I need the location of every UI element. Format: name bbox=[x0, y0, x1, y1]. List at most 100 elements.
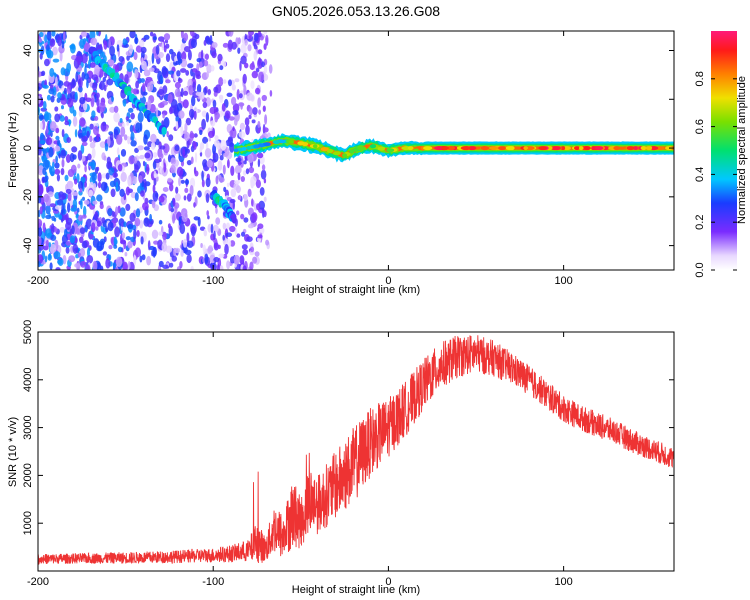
noise-mark bbox=[84, 73, 89, 80]
noise-mark bbox=[254, 251, 260, 257]
noise-mark bbox=[201, 170, 204, 181]
noise-mark bbox=[61, 129, 65, 138]
noise-mark bbox=[202, 257, 205, 263]
signal-hotspot bbox=[288, 139, 294, 144]
noise-mark bbox=[226, 182, 230, 188]
noise-mark bbox=[105, 172, 110, 180]
noise-mark bbox=[165, 53, 171, 62]
noise-mark bbox=[239, 255, 245, 265]
noise-mark bbox=[94, 167, 99, 175]
noise-mark bbox=[159, 75, 164, 85]
noise-mark bbox=[44, 255, 48, 263]
noise-mark bbox=[103, 40, 108, 50]
noise-mark bbox=[72, 116, 78, 127]
signal-hotspot bbox=[655, 146, 665, 151]
noise-mark bbox=[72, 154, 77, 160]
noise-mark bbox=[209, 34, 213, 45]
noise-mark bbox=[75, 228, 81, 235]
bottom-y-axis-label: SNR (10 * v/v) bbox=[7, 417, 19, 487]
noise-mark bbox=[38, 196, 42, 204]
noise-mark bbox=[122, 261, 128, 270]
noise-mark bbox=[106, 78, 114, 86]
signal-hotspot bbox=[320, 147, 329, 152]
noise-mark bbox=[77, 163, 81, 169]
noise-mark bbox=[93, 116, 99, 121]
signal-hotspot bbox=[480, 146, 490, 151]
noise-mark bbox=[143, 178, 147, 188]
noise-mark bbox=[120, 126, 126, 137]
noise-mark bbox=[199, 226, 206, 231]
top-y-tick-label: 40 bbox=[22, 44, 34, 56]
noise-mark bbox=[196, 84, 202, 94]
noise-mark bbox=[108, 59, 115, 66]
noise-mark bbox=[247, 153, 254, 163]
bottom-y-tick-label: 4000 bbox=[22, 368, 34, 392]
noise-mark bbox=[46, 94, 51, 101]
noise-mark bbox=[215, 217, 221, 225]
noise-mark bbox=[81, 155, 86, 162]
noise-mark bbox=[238, 194, 242, 201]
noise-mark bbox=[87, 247, 90, 258]
noise-mark bbox=[79, 227, 86, 235]
top-y-tick-label: 20 bbox=[22, 93, 34, 105]
noise-mark bbox=[95, 226, 99, 231]
noise-mark bbox=[163, 143, 170, 154]
noise-mark bbox=[242, 170, 247, 176]
noise-mark bbox=[99, 101, 106, 113]
noise-mark bbox=[167, 223, 171, 229]
noise-mark bbox=[81, 53, 88, 64]
noise-mark bbox=[134, 247, 141, 258]
noise-mark bbox=[105, 258, 111, 269]
noise-mark bbox=[174, 193, 181, 202]
noise-mark bbox=[174, 88, 181, 98]
noise-mark bbox=[176, 102, 183, 113]
noise-mark bbox=[228, 79, 232, 87]
noise-mark bbox=[88, 162, 94, 167]
noise-mark bbox=[253, 32, 259, 42]
noise-mark bbox=[117, 164, 123, 172]
noise-mark bbox=[213, 242, 219, 251]
noise-mark bbox=[226, 92, 233, 98]
noise-mark bbox=[71, 44, 75, 50]
colorbar-tick-label: 0.8 bbox=[694, 71, 706, 86]
noise-mark bbox=[46, 31, 52, 41]
noise-mark bbox=[259, 187, 265, 196]
noise-mark bbox=[84, 164, 87, 173]
noise-mark bbox=[108, 254, 112, 261]
noise-mark bbox=[56, 174, 61, 182]
noise-mark bbox=[110, 188, 116, 198]
noise-mark bbox=[77, 150, 83, 161]
noise-mark bbox=[139, 255, 143, 263]
noise-mark bbox=[50, 234, 57, 241]
noise-mark bbox=[55, 267, 61, 270]
noise-mark bbox=[75, 71, 78, 83]
noise-mark bbox=[81, 135, 88, 143]
bottom-x-axis-label: Height of straight line (km) bbox=[292, 584, 420, 596]
noise-mark bbox=[255, 179, 261, 189]
noise-mark bbox=[176, 51, 182, 61]
noise-mark bbox=[153, 36, 157, 41]
noise-mark bbox=[257, 158, 261, 168]
noise-mark bbox=[63, 81, 70, 87]
noise-mark bbox=[190, 38, 197, 49]
noise-mark bbox=[184, 179, 190, 185]
noise-mark bbox=[161, 66, 167, 76]
noise-mark bbox=[192, 72, 196, 80]
noise-mark bbox=[42, 222, 46, 233]
noise-mark bbox=[263, 210, 267, 218]
noise-mark bbox=[181, 211, 188, 223]
noise-mark bbox=[183, 86, 189, 93]
noise-mark bbox=[157, 239, 163, 250]
noise-mark bbox=[143, 217, 150, 227]
noise-mark bbox=[119, 118, 123, 123]
noise-mark bbox=[213, 230, 216, 240]
noise-mark bbox=[152, 184, 156, 193]
alias-track-mark bbox=[231, 216, 237, 224]
noise-mark bbox=[224, 110, 231, 119]
noise-mark bbox=[214, 135, 219, 141]
noise-mark bbox=[129, 124, 134, 133]
noise-mark bbox=[100, 112, 104, 119]
noise-mark bbox=[130, 112, 135, 120]
noise-mark bbox=[38, 218, 43, 228]
noise-mark bbox=[218, 77, 224, 87]
